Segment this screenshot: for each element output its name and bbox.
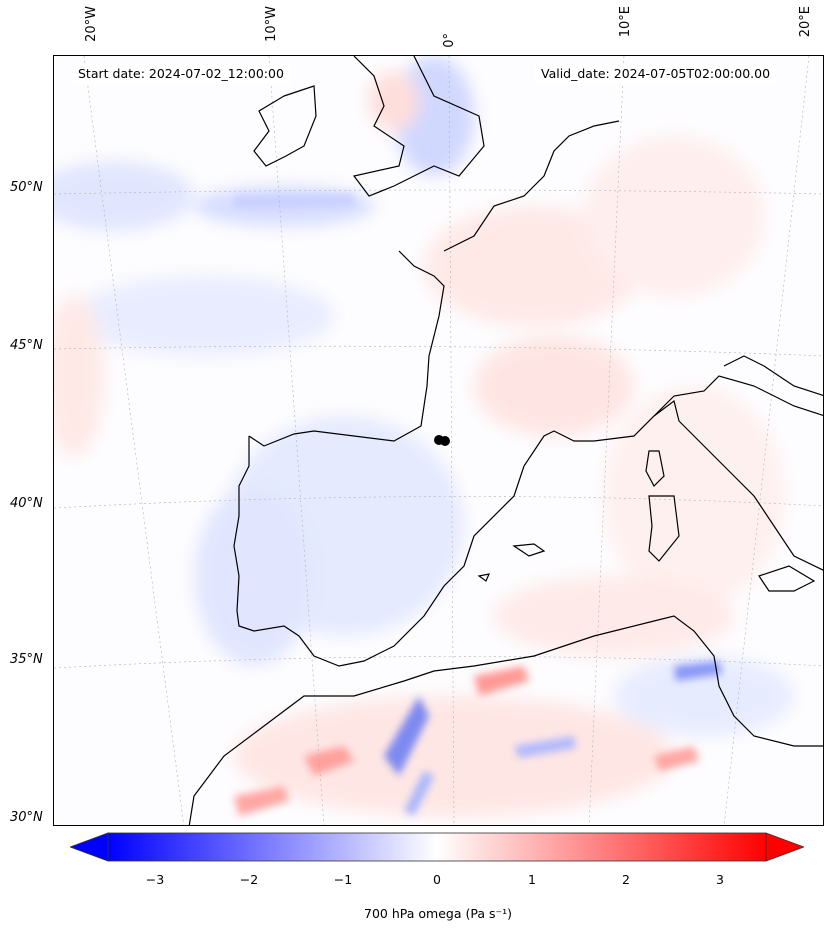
- map-panel: [53, 55, 824, 826]
- lat-tick-35n: 35°N: [10, 652, 43, 667]
- start-date-label: Start date: 2024-07-02_12:00:00: [72, 64, 290, 84]
- colorbar-tick: 3: [716, 872, 724, 887]
- omega-streaks: [234, 194, 722, 816]
- coastlines: [188, 56, 823, 825]
- colorbar-label: 700 hPa omega (Pa s⁻¹): [364, 906, 512, 921]
- lat-tick-40n: 40°N: [10, 496, 43, 511]
- colorbar-tick: −1: [333, 872, 353, 887]
- lon-tick-10w: 10°W: [264, 6, 279, 42]
- colorbar-tick: 1: [528, 872, 536, 887]
- lon-tick-20e: 20°E: [798, 6, 813, 38]
- colorbar-svg: [70, 832, 804, 862]
- lon-tick-0: 0°: [442, 33, 457, 48]
- station-marker: [434, 435, 450, 446]
- lon-tick-10e: 10°E: [618, 6, 633, 38]
- lon-tick-20w: 20°W: [84, 6, 99, 42]
- colorbar-tick: 2: [622, 872, 630, 887]
- colorbar-tick: −2: [239, 872, 259, 887]
- lat-tick-30n: 30°N: [10, 810, 43, 825]
- graticule: [54, 56, 823, 825]
- colorbar: [70, 832, 804, 862]
- lat-tick-50n: 50°N: [10, 180, 43, 195]
- map-canvas: [54, 56, 823, 825]
- lat-tick-45n: 45°N: [10, 338, 43, 353]
- valid-date-label: Valid_date: 2024-07-05T02:00:00.00: [535, 64, 777, 84]
- colorbar-tick: −3: [145, 872, 165, 887]
- colorbar-tick: 0: [433, 872, 441, 887]
